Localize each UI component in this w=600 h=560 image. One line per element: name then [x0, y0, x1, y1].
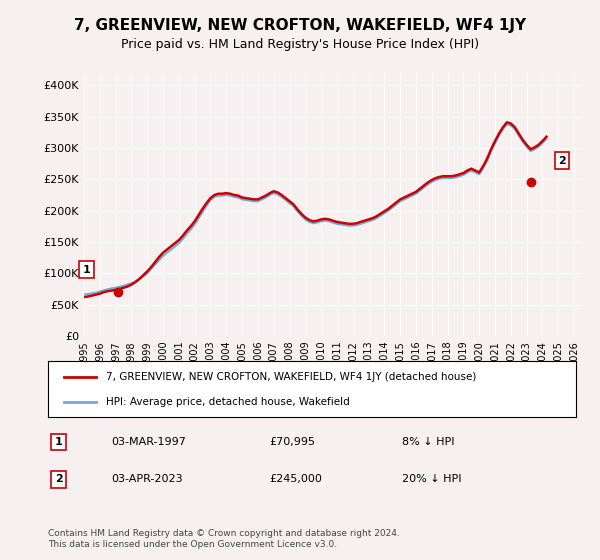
Text: £245,000: £245,000 — [270, 474, 323, 484]
Text: Price paid vs. HM Land Registry's House Price Index (HPI): Price paid vs. HM Land Registry's House … — [121, 38, 479, 52]
Text: £70,995: £70,995 — [270, 437, 316, 447]
Text: 1: 1 — [55, 437, 62, 447]
Text: 2: 2 — [559, 156, 566, 166]
Text: 03-APR-2023: 03-APR-2023 — [112, 474, 183, 484]
Text: Contains HM Land Registry data © Crown copyright and database right 2024.
This d: Contains HM Land Registry data © Crown c… — [48, 529, 400, 549]
Text: 2: 2 — [55, 474, 62, 484]
Text: 20% ↓ HPI: 20% ↓ HPI — [402, 474, 461, 484]
Text: 03-MAR-1997: 03-MAR-1997 — [112, 437, 186, 447]
Text: 8% ↓ HPI: 8% ↓ HPI — [402, 437, 454, 447]
Text: HPI: Average price, detached house, Wakefield: HPI: Average price, detached house, Wake… — [106, 396, 350, 407]
Text: 7, GREENVIEW, NEW CROFTON, WAKEFIELD, WF4 1JY: 7, GREENVIEW, NEW CROFTON, WAKEFIELD, WF… — [74, 18, 526, 32]
Text: 1: 1 — [83, 264, 91, 274]
Text: 7, GREENVIEW, NEW CROFTON, WAKEFIELD, WF4 1JY (detached house): 7, GREENVIEW, NEW CROFTON, WAKEFIELD, WF… — [106, 372, 476, 382]
